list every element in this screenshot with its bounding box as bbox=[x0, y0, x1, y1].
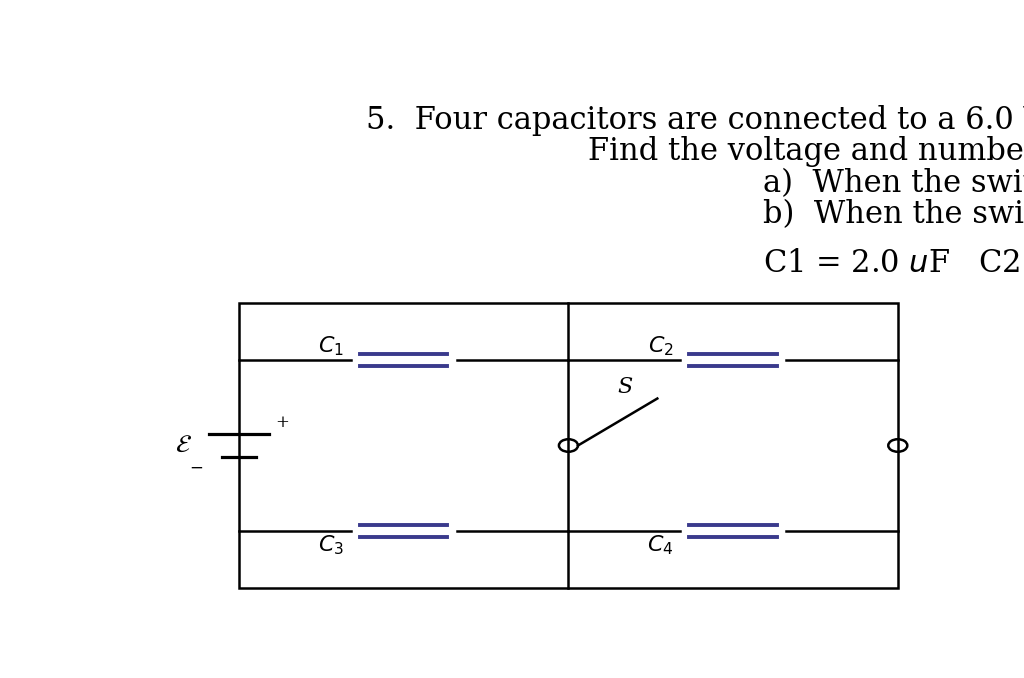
Text: 5.  Four capacitors are connected to a 6.0 V cell.: 5. Four capacitors are connected to a 6.… bbox=[367, 105, 1024, 136]
Text: $C_1$: $C_1$ bbox=[318, 334, 344, 357]
Text: $C_4$: $C_4$ bbox=[647, 534, 674, 557]
Text: a)  When the switch is opened.: a) When the switch is opened. bbox=[763, 167, 1024, 199]
Text: b)  When the switch is closed.: b) When the switch is closed. bbox=[763, 199, 1024, 230]
Text: S: S bbox=[617, 376, 633, 398]
Text: $\mathcal{E}$: $\mathcal{E}$ bbox=[175, 434, 191, 457]
Text: $C_2$: $C_2$ bbox=[648, 334, 674, 357]
Text: $C_3$: $C_3$ bbox=[318, 534, 344, 557]
Text: C1 = 2.0 $\mathit{u}$F   C2 = 4.0 $\mathit{u}$F   C3 = 3.0 $\mathit{u}$F   C4 = : C1 = 2.0 $\mathit{u}$F C2 = 4.0 $\mathit… bbox=[763, 248, 1024, 279]
Text: −: − bbox=[189, 460, 203, 477]
Text: +: + bbox=[275, 414, 289, 431]
Text: Find the voltage and number of charges on each capacitor.: Find the voltage and number of charges o… bbox=[588, 136, 1024, 167]
